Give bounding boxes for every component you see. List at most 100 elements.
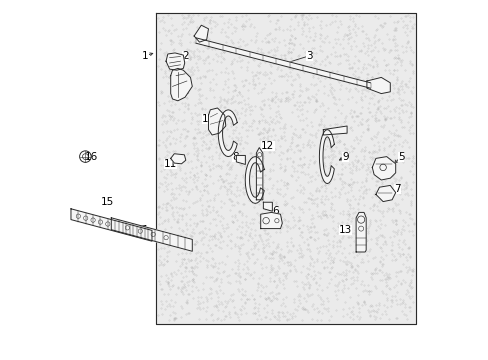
Point [325,212,333,218]
Point [220,200,227,206]
Point [264,176,272,182]
Point [271,202,279,207]
Point [219,144,226,150]
Point [361,65,369,71]
Point [273,108,281,113]
Point [376,86,384,92]
Point [193,100,201,105]
Point [287,139,295,145]
Point [349,38,357,44]
Point [202,294,209,300]
Point [227,39,235,45]
Point [347,215,355,221]
Point [255,131,263,137]
Point [174,284,182,290]
Point [286,16,294,22]
Point [396,80,404,86]
Point [320,160,327,166]
Point [397,125,405,130]
Point [227,202,235,207]
Point [371,27,379,33]
Point [237,243,245,248]
Point [348,65,356,71]
Point [321,212,329,217]
Point [171,315,179,320]
Point [282,201,289,207]
Point [260,147,267,153]
Point [244,224,251,230]
Point [157,259,165,265]
Point [361,301,368,307]
Point [191,102,199,108]
Point [162,208,169,213]
Point [345,182,352,188]
Point [236,297,244,302]
Point [315,121,323,126]
Point [248,107,256,113]
Point [399,311,407,317]
Point [327,276,335,282]
Point [243,68,250,73]
Point [250,204,258,210]
Polygon shape [71,209,152,241]
Point [329,255,337,261]
Point [327,265,335,271]
Point [189,142,197,148]
Point [391,256,399,261]
Point [403,39,411,45]
Point [368,47,376,53]
Point [231,310,239,316]
Point [377,269,385,275]
Point [164,291,172,297]
Point [254,52,262,58]
Point [384,285,392,291]
Point [179,15,186,21]
Point [279,300,286,306]
Point [244,17,252,22]
Point [366,79,374,85]
Point [163,303,171,309]
Point [305,262,313,268]
Point [207,286,215,292]
Point [234,272,242,278]
Point [299,69,307,75]
Point [327,214,335,220]
Point [330,49,338,55]
Point [172,120,180,126]
Point [247,21,255,27]
Point [385,115,393,121]
Point [326,313,334,319]
Point [233,109,241,115]
Point [259,113,266,119]
Point [377,261,385,267]
Point [177,42,184,48]
Point [240,305,247,311]
Point [178,284,185,290]
Point [319,301,327,307]
Point [371,227,379,233]
Point [278,136,285,141]
Point [379,145,387,151]
Point [182,220,189,226]
Point [260,306,268,311]
Point [207,311,215,317]
Point [400,304,408,310]
Point [207,14,215,19]
Point [310,108,318,113]
Point [271,213,279,219]
Point [184,102,192,108]
Point [339,179,347,185]
Point [170,299,178,305]
Point [242,183,250,189]
Point [350,21,358,27]
Point [328,44,336,50]
Point [358,190,366,195]
Point [384,36,392,42]
Point [310,237,318,243]
Point [291,13,299,18]
Point [225,196,233,202]
Point [398,49,406,55]
Point [371,302,379,308]
Point [271,93,279,99]
Point [300,199,307,204]
